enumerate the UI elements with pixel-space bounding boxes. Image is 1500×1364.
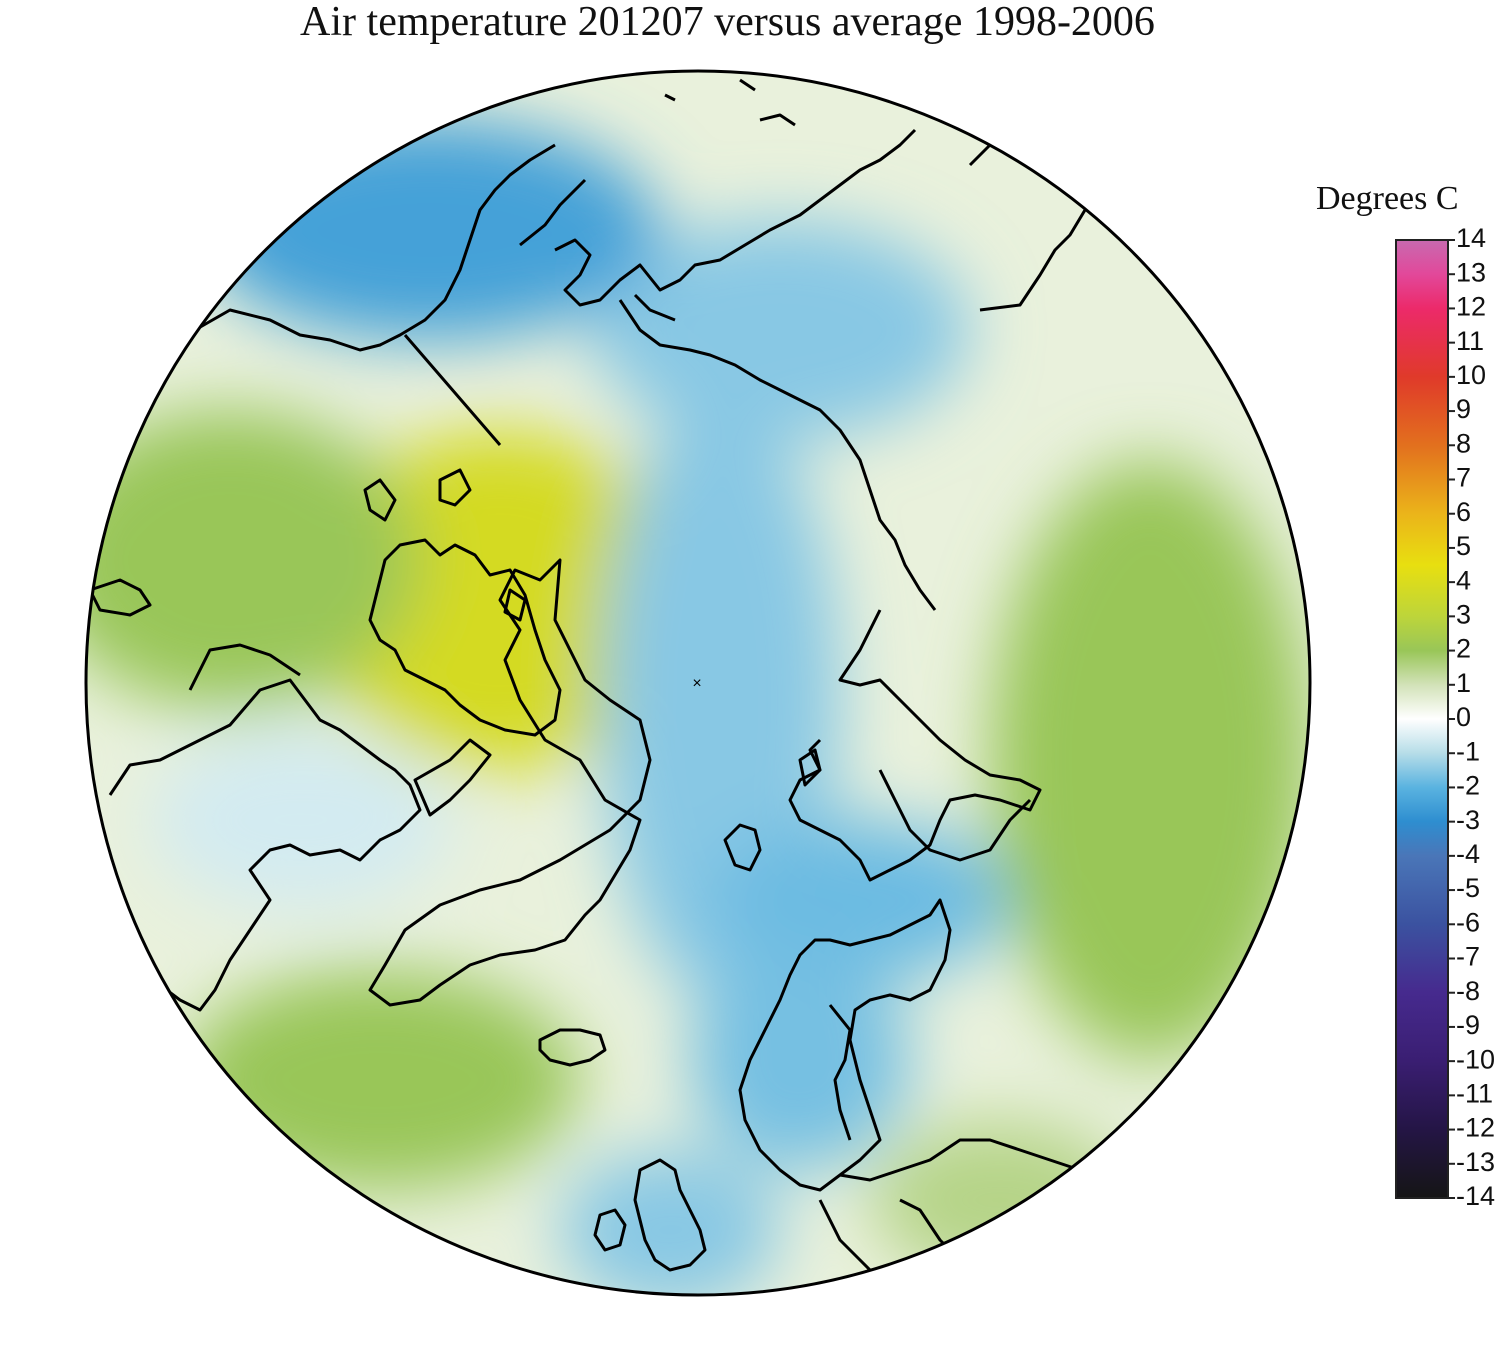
siberia-coast xyxy=(519,128,1087,611)
eurasia-coast xyxy=(788,609,1042,882)
legend-tick-label: 10 xyxy=(1456,360,1486,390)
svalbard-coast xyxy=(723,748,822,872)
color-legend: 14131211109876543210-1-2-3-4-5-6-7-8-9-1… xyxy=(1395,223,1495,1211)
legend-tick-label: 8 xyxy=(1456,428,1471,458)
legend-tick-label: 13 xyxy=(1456,257,1486,287)
legend-tick-label: 12 xyxy=(1456,292,1486,322)
legend-tick-label: 6 xyxy=(1456,497,1471,527)
anomaly-region-scandinavia xyxy=(690,950,910,1170)
chukotka-coast xyxy=(664,78,796,127)
legend-colorbar xyxy=(1395,239,1449,1199)
alaska-coast xyxy=(194,143,556,446)
anomaly-region-alaska-and-nw-canada xyxy=(86,410,420,710)
legend-tick-label: -9 xyxy=(1456,1010,1480,1040)
scandinavia-coast xyxy=(738,898,952,1192)
map-frame xyxy=(84,69,1312,1297)
legend-tick-label: -3 xyxy=(1456,805,1480,835)
north-america-coast xyxy=(88,578,492,1012)
anomaly-region-barents-sea xyxy=(710,820,1010,980)
figure-title: Air temperature 201207 versus average 19… xyxy=(300,0,1155,45)
legend-tick-label: -4 xyxy=(1456,839,1480,869)
legend-tick-label: -7 xyxy=(1456,942,1480,972)
legend-tick-label: -12 xyxy=(1456,1113,1495,1143)
british-isles-coast xyxy=(593,1158,707,1272)
legend-tick-label: 1 xyxy=(1456,668,1471,698)
greenland-coast xyxy=(368,558,652,1007)
north-pole-marker: × xyxy=(692,675,701,692)
legend-tick-label: -13 xyxy=(1456,1147,1495,1177)
legend-tick-label: 2 xyxy=(1456,634,1471,664)
legend-tick-label: 0 xyxy=(1456,702,1471,732)
legend-tick-label: 7 xyxy=(1456,463,1471,493)
legend-tick-label: 11 xyxy=(1456,326,1484,356)
anomaly-region-north-atlantic-south-of-greenland xyxy=(180,970,580,1190)
legend-tick-label: 3 xyxy=(1456,599,1471,629)
legend-tick-label: -1 xyxy=(1456,736,1480,766)
legend-tick-label: -14 xyxy=(1456,1181,1495,1211)
legend-tick-label: 9 xyxy=(1456,394,1471,424)
legend-tick-label: 4 xyxy=(1456,565,1471,595)
legend-title: Degrees C xyxy=(1316,180,1459,217)
legend-tick-label: 14 xyxy=(1456,223,1486,253)
anomaly-region-hudson-bay xyxy=(150,730,450,910)
legend-tick-label: -11 xyxy=(1456,1078,1493,1108)
iceland-coast xyxy=(538,1028,607,1067)
coastlines xyxy=(88,78,1141,1282)
legend-tick-label: -10 xyxy=(1456,1044,1495,1074)
anomaly-region-east-asia xyxy=(200,120,660,340)
anomaly-field xyxy=(86,71,1310,1295)
legend-tick-label: -2 xyxy=(1456,771,1480,801)
anomaly-region-western-siberia xyxy=(990,460,1310,1060)
legend-tick-label: 5 xyxy=(1456,531,1471,561)
anomaly-region-british-isles xyxy=(560,1150,780,1295)
legend-tick-label: -5 xyxy=(1456,873,1480,903)
legend-tick-label: -6 xyxy=(1456,907,1480,937)
legend-tick-label: -8 xyxy=(1456,976,1480,1006)
canadian-archipelago-coast xyxy=(363,468,562,737)
